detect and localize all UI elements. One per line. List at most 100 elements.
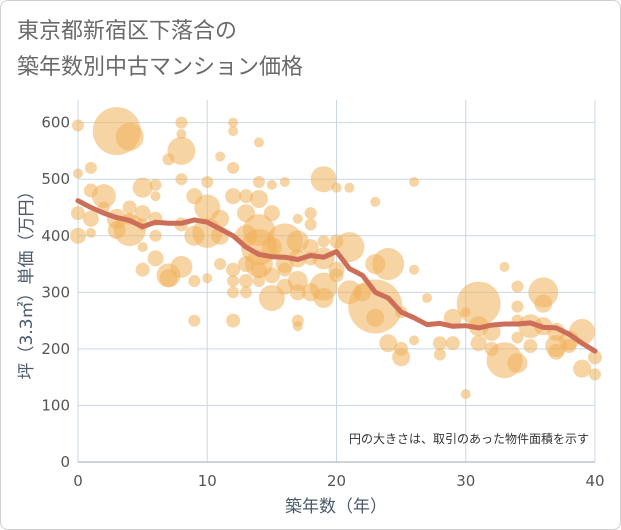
bubble-point — [184, 225, 205, 246]
bubble-point — [252, 176, 265, 189]
bubble-point — [589, 368, 601, 381]
y-tick-label: 100 — [41, 396, 70, 414]
y-tick-label: 500 — [41, 170, 70, 188]
bubble-point — [70, 227, 86, 244]
bubble-point — [331, 182, 342, 193]
annotation-note: 円の大きさは、取引のあった物件面積を示す — [349, 431, 589, 446]
bubble-point — [292, 213, 303, 224]
bubble-point — [304, 207, 317, 220]
bubble-point — [304, 218, 317, 231]
bubble-point — [228, 126, 239, 137]
x-tick-label: 10 — [198, 472, 217, 490]
bubble-point — [85, 227, 96, 238]
bubble-point — [227, 161, 240, 174]
bubble-point — [276, 278, 293, 295]
bubble-point — [409, 177, 420, 188]
y-tick-label: 0 — [60, 453, 70, 471]
bubble-point — [337, 280, 362, 305]
bubble-point — [132, 177, 153, 198]
bubble-point — [228, 117, 239, 128]
bubble-point — [226, 313, 241, 328]
bubble-point — [107, 221, 126, 240]
bubble-point — [227, 275, 240, 287]
bubble-point — [134, 205, 151, 222]
bubble-point — [83, 183, 98, 198]
bubble-point — [353, 283, 372, 302]
bubble-point — [84, 161, 97, 174]
bubble-point — [443, 308, 462, 327]
bubble-point — [122, 200, 137, 215]
bubble-point — [215, 151, 226, 162]
bubble-point — [162, 153, 175, 166]
bubble-point — [263, 205, 280, 222]
bubble-point — [470, 335, 487, 352]
bubble-point — [237, 204, 256, 223]
bubble-point — [188, 275, 201, 287]
bubble-point — [588, 350, 602, 365]
bubble-point — [301, 283, 320, 302]
bubble-point — [409, 335, 420, 346]
bubble-point — [261, 237, 282, 258]
bubble-point — [292, 321, 303, 332]
bubble-point — [484, 341, 499, 356]
bubble-point — [202, 273, 213, 284]
bubble-point — [253, 137, 264, 148]
bubble-point — [201, 176, 214, 189]
y-tick-label: 300 — [41, 283, 70, 301]
bubble-point — [445, 336, 460, 351]
chart-title: 東京都新宿区下落合の 築年数別中古マンション価格 — [17, 14, 303, 86]
bubble-point — [573, 359, 592, 378]
bubble-point — [365, 254, 386, 275]
bubble-point — [511, 300, 524, 313]
bubble-point — [317, 235, 330, 248]
bubble-point — [562, 339, 577, 354]
bubble-point — [421, 292, 432, 303]
bubble-point — [175, 173, 188, 186]
bubble-point — [266, 179, 277, 190]
bubble-point — [149, 178, 162, 191]
bubble-point — [249, 189, 268, 208]
bubble-point — [159, 269, 178, 288]
bubble-point — [433, 348, 446, 361]
bubble-point — [214, 258, 227, 271]
bubble-point — [366, 308, 385, 327]
bubble-point — [523, 339, 538, 354]
bubble-point — [302, 239, 319, 256]
bubble-point — [167, 136, 196, 165]
bubble-point — [329, 268, 344, 283]
bubble-point — [137, 242, 148, 253]
bubble-point — [250, 261, 267, 278]
bubble-point — [289, 284, 306, 301]
bubble-point — [518, 314, 543, 339]
bubble-point — [72, 119, 84, 132]
y-tick-label: 600 — [41, 114, 70, 132]
bubble-point — [150, 191, 161, 202]
bubble-point — [394, 341, 409, 356]
bubble-point — [511, 331, 524, 344]
bubble-point — [71, 206, 85, 221]
bubble-point — [534, 294, 553, 313]
bubble-point — [344, 182, 355, 193]
y-axis-label: 坪（3.3㎡）単価（万円） — [17, 182, 37, 379]
bubble-point — [277, 262, 292, 277]
bubble-point — [135, 262, 150, 277]
bubble-point — [239, 189, 254, 204]
y-tick-label: 200 — [41, 340, 70, 358]
bubble-point — [227, 286, 240, 299]
axis-ticks: 0 100 200 300 400 500 600 0 10 20 30 40 — [41, 114, 604, 490]
chart-title-line-1: 東京都新宿区下落合の — [17, 19, 238, 44]
bubble-point — [507, 353, 528, 374]
x-tick-label: 20 — [327, 472, 346, 490]
bubble-point — [226, 262, 241, 277]
bubble-point — [225, 188, 242, 205]
bubble-point — [370, 196, 381, 207]
bubble-point — [238, 256, 255, 273]
x-tick-label: 30 — [456, 472, 475, 490]
bubble-point — [409, 264, 420, 275]
bubble-point — [211, 209, 230, 228]
chart-title-line-2: 築年数別中古マンション価格 — [17, 55, 304, 80]
trend-line — [75, 198, 598, 354]
bubble-point — [115, 122, 144, 151]
bubble-point — [186, 188, 203, 205]
bubble-point — [147, 250, 164, 267]
